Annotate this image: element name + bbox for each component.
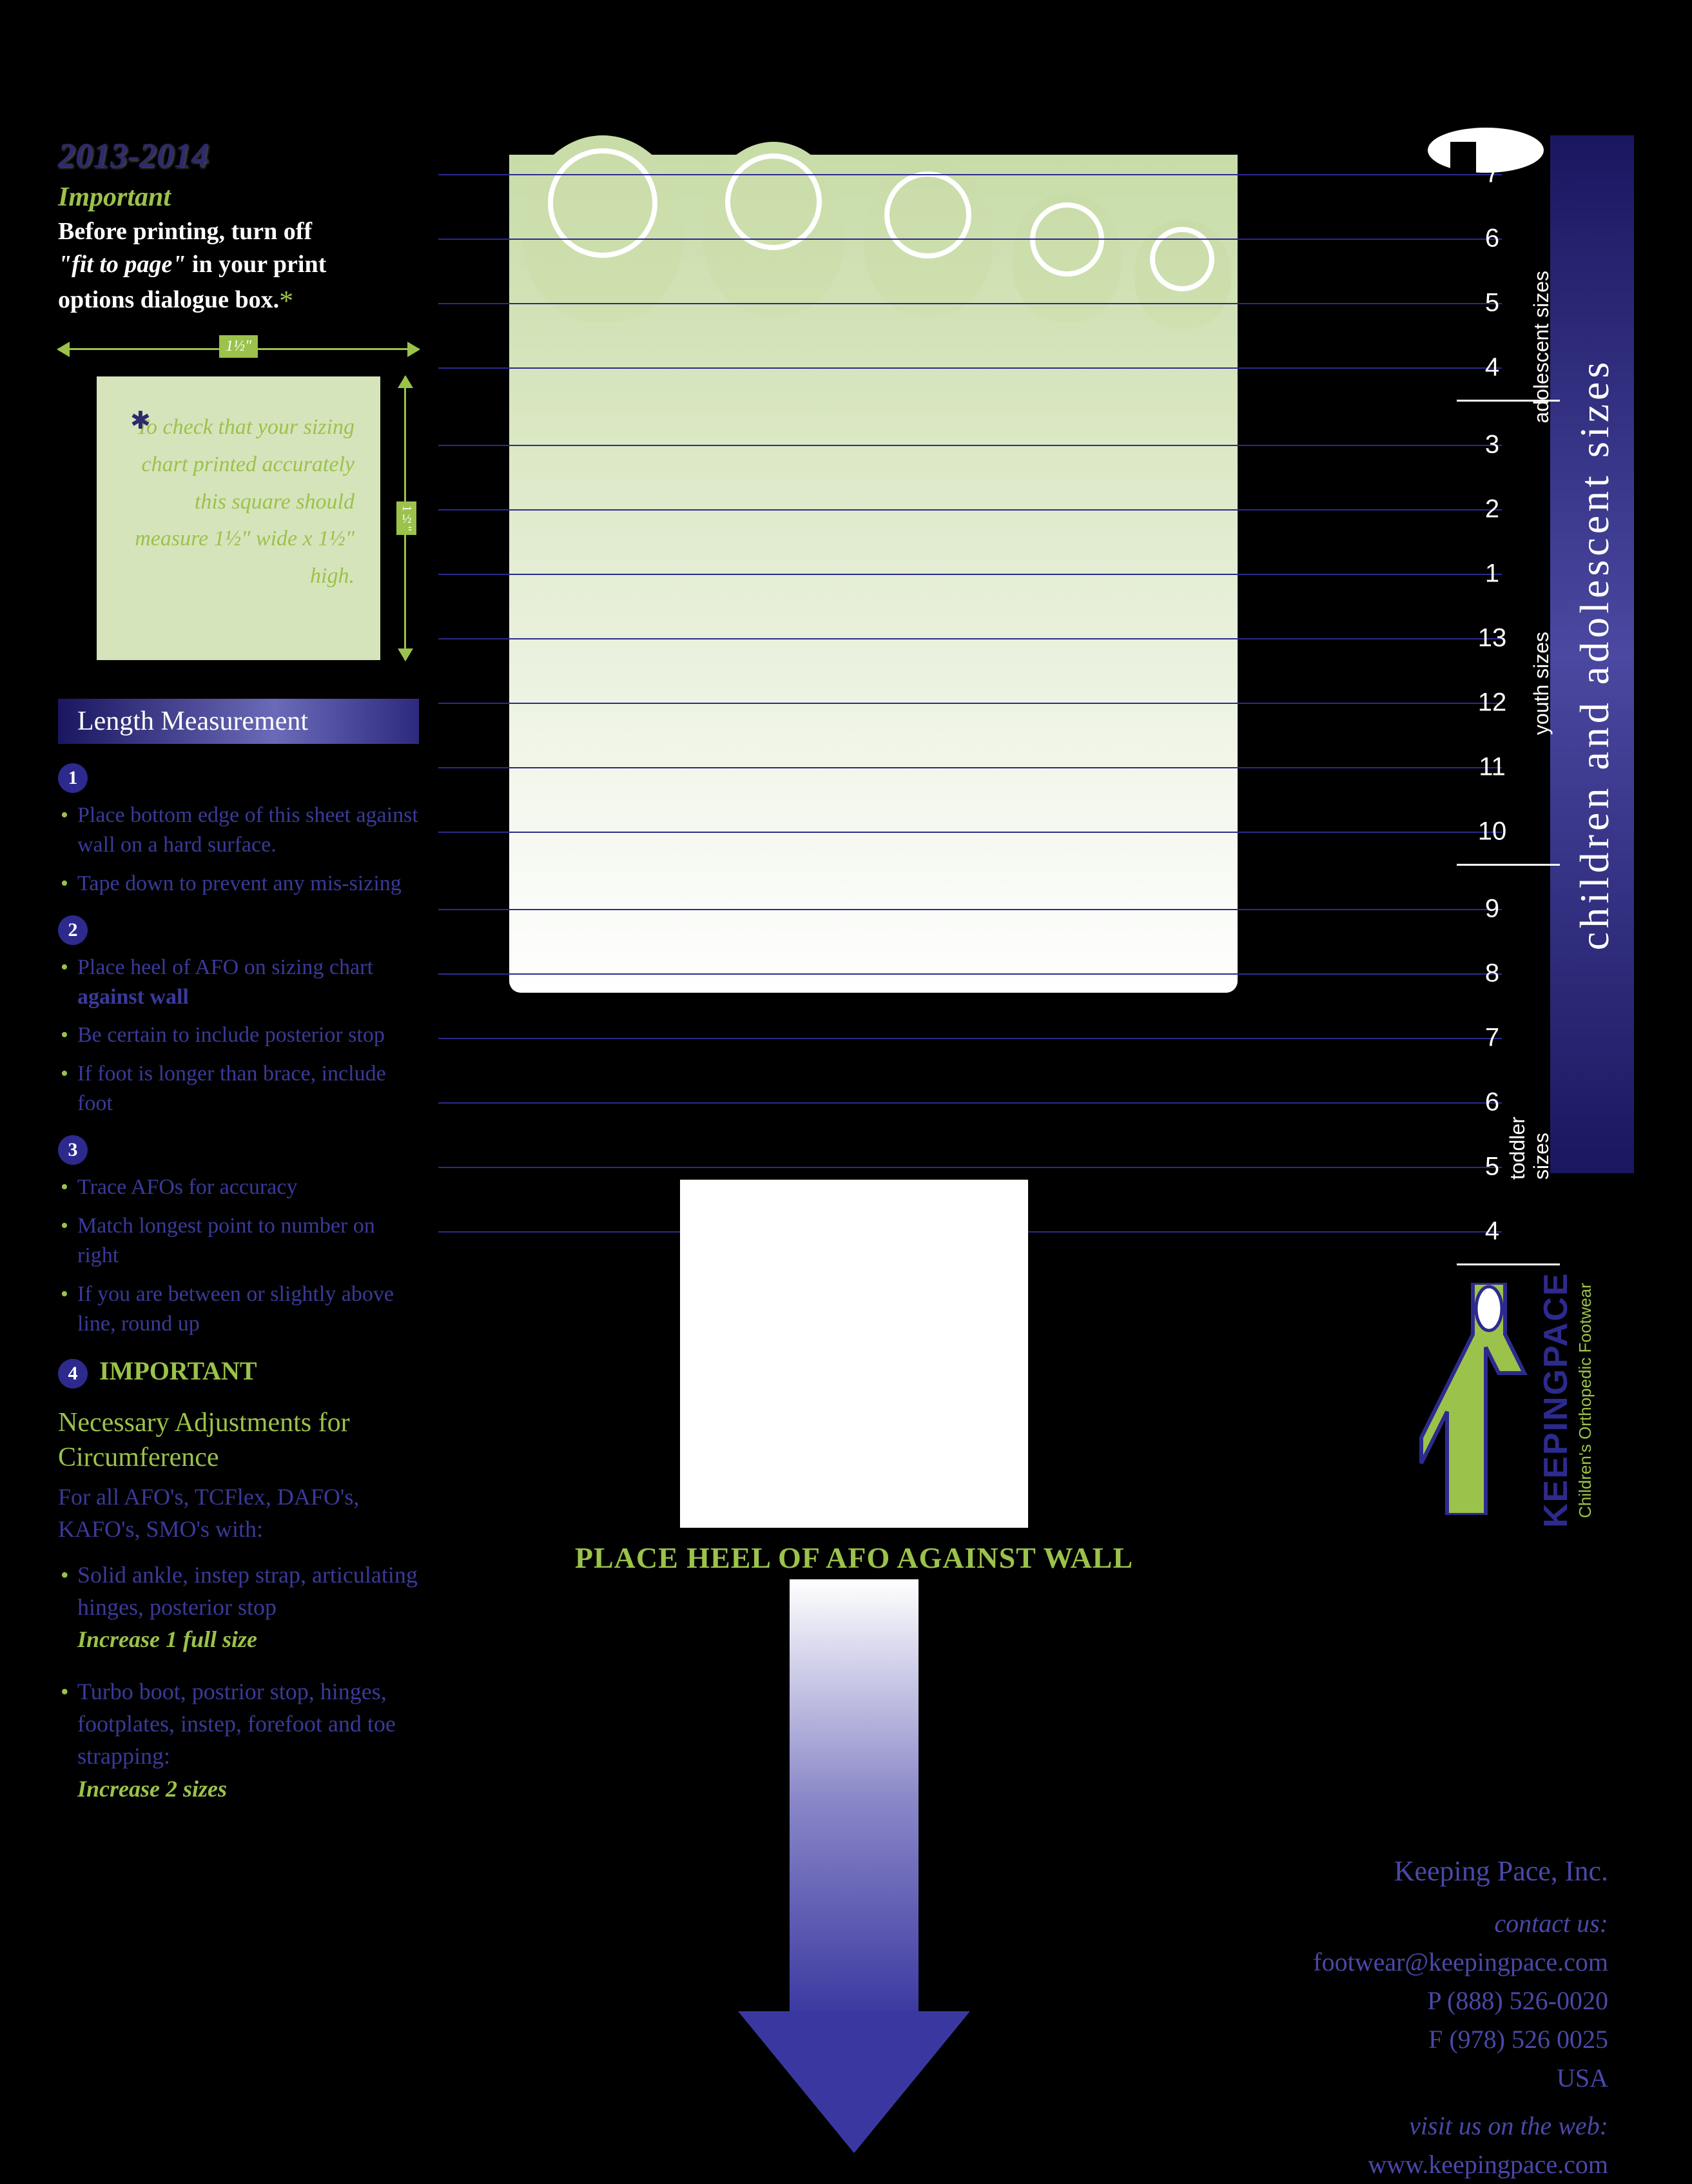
- size-line: [438, 239, 1502, 240]
- step-item: Match longest point to number on right: [58, 1211, 419, 1271]
- adjustment-item: •Turbo boot, postrior stop, hinges, foot…: [58, 1675, 419, 1806]
- size-number: 8: [1476, 959, 1508, 988]
- size-number: 6: [1476, 224, 1508, 253]
- size-line: [438, 303, 1502, 304]
- size-number: 2: [1476, 495, 1508, 524]
- size-line: [438, 767, 1502, 768]
- category-label: toddler sizes: [1506, 1070, 1553, 1180]
- web-header: visit us on the web:: [1247, 2107, 1608, 2145]
- size-number: 6: [1476, 1088, 1508, 1117]
- calibration-square: ✱ To check that your sizing chart printe…: [97, 376, 380, 660]
- toe: [522, 135, 683, 322]
- size-line: [438, 832, 1502, 833]
- contact-header: contact us:: [1247, 1904, 1608, 1943]
- adjustments-heading: Necessary Adjustments for Circumference: [58, 1405, 419, 1476]
- important-body: Before printing, turn off "fit to page" …: [58, 215, 419, 320]
- horizontal-ruler: 1½": [58, 331, 419, 370]
- size-number: 4: [1476, 1217, 1508, 1246]
- year: 2013-2014: [58, 135, 419, 175]
- size-line: [438, 973, 1502, 975]
- right-sidebar-text: children and adolescent sizes: [1571, 358, 1619, 951]
- step-item: Tape down to prevent any mis-sizing: [58, 869, 419, 899]
- sizing-chart: 7654adolescent sizes32113121110youth siz…: [438, 142, 1502, 1180]
- size-number: 1: [1476, 560, 1508, 589]
- logo-block: KEEPINGPACE Children's Orthopedic Footwe…: [1325, 1283, 1595, 1528]
- contact-phone: P (888) 526-0020: [1247, 1982, 1608, 2020]
- heel-block: PLACE HEEL OF AFO AGAINST WALL: [438, 1180, 1270, 1824]
- company-name: Keeping Pace, Inc.: [1247, 1850, 1608, 1893]
- step-item: Trace AFOs for accuracy: [58, 1173, 419, 1202]
- category-label: adolescent sizes: [1530, 271, 1553, 424]
- size-line: [438, 509, 1502, 511]
- logo-k-icon: [1415, 1283, 1531, 1515]
- size-line: [438, 1167, 1502, 1168]
- step-1: 1Place bottom edge of this sheet against…: [58, 763, 419, 899]
- toe: [703, 142, 844, 316]
- step-item: If foot is longer than brace, include fo…: [58, 1059, 419, 1118]
- size-number: 4: [1476, 353, 1508, 382]
- category-divider: [1457, 864, 1560, 866]
- left-column: 2013-2014 Important Before printing, tur…: [58, 135, 419, 1824]
- size-number: 3: [1476, 431, 1508, 460]
- size-line: [438, 445, 1502, 446]
- size-number: 5: [1476, 289, 1508, 318]
- size-line: [438, 367, 1502, 369]
- contact-email: footwear@keepingpace.com: [1247, 1943, 1608, 1982]
- size-number: 11: [1476, 753, 1508, 782]
- down-arrow-icon: [764, 1579, 944, 2160]
- size-line: [438, 1102, 1502, 1104]
- size-line: [438, 703, 1502, 704]
- adjustments-list: •Solid ankle, instep strap, articulating…: [58, 1559, 419, 1806]
- step-item: Place heel of AFO on sizing chart agains…: [58, 953, 419, 1012]
- adjustments-subheading: For all AFO's, TCFlex, DAFO's, KAFO's, S…: [58, 1481, 419, 1546]
- size-line: [438, 1038, 1502, 1039]
- size-line: [438, 909, 1502, 910]
- steps-list: 1Place bottom edge of this sheet against…: [58, 763, 419, 1339]
- size-line: [438, 574, 1502, 575]
- important-heading: Important: [58, 182, 419, 213]
- size-line: [438, 174, 1502, 175]
- contact-country: USA: [1247, 2059, 1608, 2098]
- adjustment-item: •Solid ankle, instep strap, articulating…: [58, 1559, 419, 1656]
- size-number: 7: [1476, 1024, 1508, 1053]
- size-number: 13: [1476, 624, 1508, 653]
- step-item: Be certain to include posterior stop: [58, 1020, 419, 1050]
- category-divider: [1457, 1263, 1560, 1265]
- contact-fax: F (978) 526 0025: [1247, 2020, 1608, 2059]
- step-4: 4 IMPORTANT: [58, 1356, 419, 1389]
- heel-instruction: PLACE HEEL OF AFO AGAINST WALL: [438, 1541, 1270, 1575]
- right-sidebar: children and adolescent sizes: [1550, 135, 1634, 1173]
- heel-placement-box: [680, 1180, 1028, 1528]
- size-number: 10: [1476, 817, 1508, 846]
- keepingpace-logo: KEEPINGPACE Children's Orthopedic Footwe…: [1415, 1283, 1595, 1528]
- step-3: 3Trace AFOs for accuracyMatch longest po…: [58, 1135, 419, 1338]
- toe: [1134, 219, 1231, 329]
- step-2: 2Place heel of AFO on sizing chart again…: [58, 915, 419, 1118]
- size-number: 7: [1476, 160, 1508, 189]
- step-item: Place bottom edge of this sheet against …: [58, 801, 419, 860]
- size-number: 5: [1476, 1153, 1508, 1182]
- step-item: If you are between or slightly above lin…: [58, 1280, 419, 1339]
- size-number: 9: [1476, 895, 1508, 924]
- contact-web: www.keepingpace.com: [1247, 2145, 1608, 2184]
- section-title-bar: Length Measurement: [58, 699, 419, 744]
- size-line: [438, 638, 1502, 639]
- size-number: 12: [1476, 688, 1508, 717]
- contact-block: Keeping Pace, Inc. contact us: footwear@…: [1247, 1850, 1608, 2184]
- category-label: youth sizes: [1530, 632, 1553, 735]
